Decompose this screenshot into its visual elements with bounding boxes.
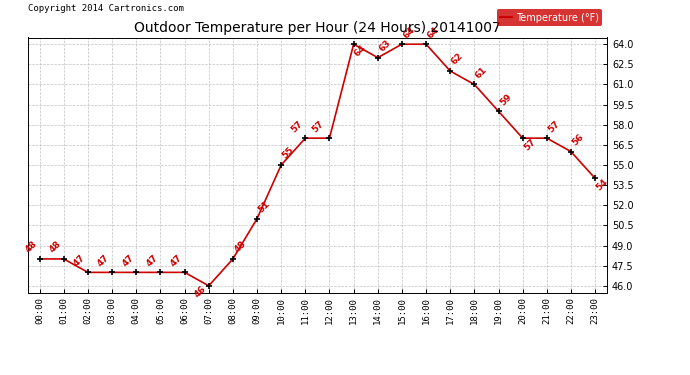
Text: 64: 64 — [401, 25, 417, 40]
Text: 47: 47 — [120, 253, 136, 268]
Text: 51: 51 — [257, 200, 272, 214]
Text: 57: 57 — [522, 137, 538, 152]
Text: Copyright 2014 Cartronics.com: Copyright 2014 Cartronics.com — [28, 4, 184, 13]
Text: 64: 64 — [353, 43, 368, 58]
Text: 64: 64 — [425, 25, 441, 40]
Text: 46: 46 — [193, 284, 208, 300]
Text: 48: 48 — [48, 240, 63, 255]
Legend: Temperature (°F): Temperature (°F) — [497, 9, 602, 26]
Text: 54: 54 — [594, 177, 610, 192]
Text: 55: 55 — [281, 146, 296, 161]
Text: 63: 63 — [377, 38, 393, 54]
Text: 59: 59 — [497, 92, 513, 107]
Text: 61: 61 — [474, 65, 489, 80]
Text: 47: 47 — [168, 253, 184, 268]
Text: 47: 47 — [96, 253, 112, 268]
Text: 47: 47 — [144, 253, 160, 268]
Text: 57: 57 — [546, 119, 562, 134]
Text: 48: 48 — [23, 240, 39, 255]
Title: Outdoor Temperature per Hour (24 Hours) 20141007: Outdoor Temperature per Hour (24 Hours) … — [134, 21, 501, 35]
Text: 62: 62 — [450, 52, 465, 67]
Text: 48: 48 — [232, 240, 248, 255]
Text: 47: 47 — [72, 253, 88, 268]
Text: 56: 56 — [571, 132, 586, 147]
Text: 57: 57 — [310, 119, 326, 134]
Text: 57: 57 — [289, 119, 305, 134]
